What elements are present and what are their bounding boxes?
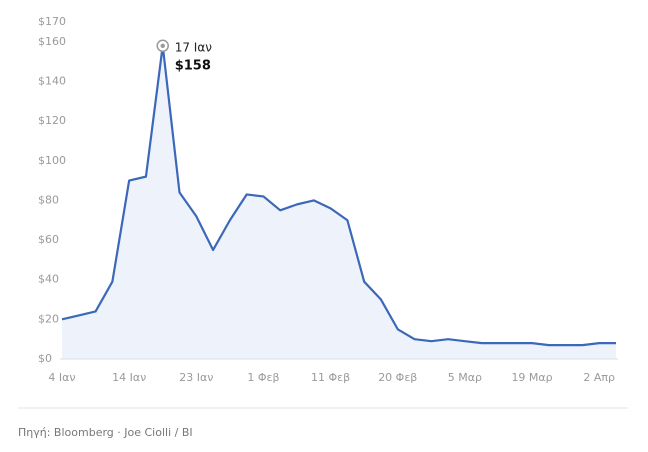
x-tick-label: 1 Φεβ	[247, 371, 279, 384]
y-tick-label: $120	[38, 114, 66, 127]
x-tick-label: 2 Απρ	[583, 371, 615, 384]
y-tick-label: $100	[38, 154, 66, 167]
y-tick-label: $140	[38, 74, 66, 87]
annotation-date: 17 Ιαν	[175, 40, 213, 54]
x-tick-label: 19 Μαρ	[511, 371, 552, 384]
source: Πηγή: Bloomberg · Joe Ciolli / BI	[18, 426, 193, 439]
y-tick-label: $60	[38, 233, 59, 246]
y-tick-label: $0	[38, 352, 52, 365]
x-tick-label: 23 Ιαν	[179, 371, 213, 384]
area	[62, 45, 616, 359]
x-tick-label: 4 Ιαν	[48, 371, 75, 384]
x-tick-label: 11 Φεβ	[311, 371, 350, 384]
y-tick-label: $160	[38, 35, 66, 48]
y-tick-label: $40	[38, 273, 59, 286]
x-tick-label: 14 Ιαν	[112, 371, 146, 384]
annotation-value: $158	[175, 58, 211, 73]
y-tick-label: $20	[38, 312, 59, 325]
y-tick-label: $80	[38, 193, 59, 206]
peak-marker	[160, 43, 165, 48]
x-tick-label: 5 Μαρ	[448, 371, 482, 384]
y-tick-label: $170	[38, 15, 66, 28]
line	[61, 44, 616, 347]
x-tick-label: 20 Φεβ	[378, 371, 417, 384]
